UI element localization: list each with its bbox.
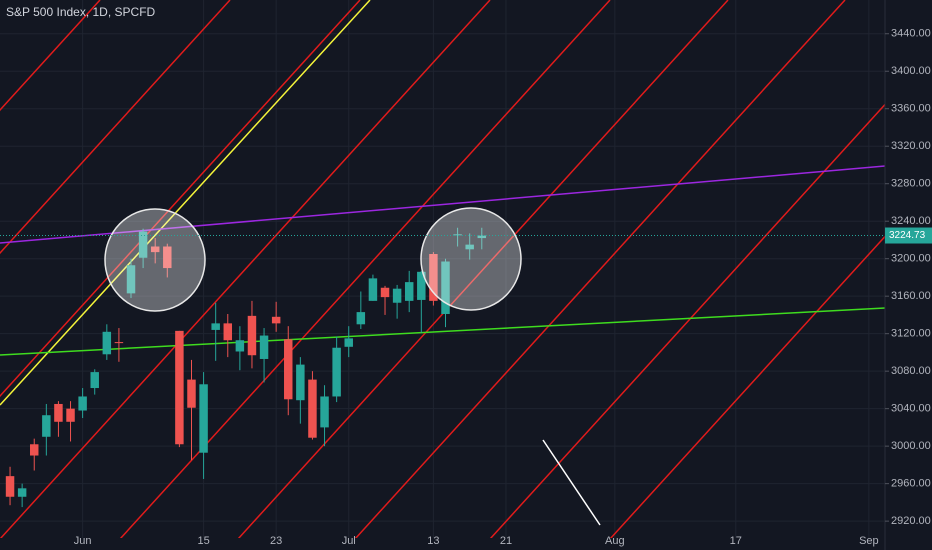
candle-body [344, 338, 353, 347]
y-tick-label: 3040.00 [891, 403, 931, 415]
candle-body [380, 287, 390, 298]
red-line [609, 235, 885, 538]
candle-body [235, 340, 245, 352]
y-tick-label: 3360.00 [891, 103, 931, 115]
candle-body [114, 342, 124, 344]
candle-body [66, 408, 75, 422]
highlight-circle [420, 207, 522, 311]
candle-body [332, 347, 341, 397]
y-tick-label: 3240.00 [891, 215, 931, 227]
y-tick-label: 3080.00 [891, 365, 931, 377]
axes: 2920.00 2960.00 3000.00 3040.00 3080.00 3120.… [0, 28, 932, 547]
x-tick-label: 15 [197, 535, 209, 547]
red-line [0, 0, 491, 538]
candle-body [150, 246, 160, 253]
candle-body [368, 278, 378, 301]
candle-body [441, 261, 450, 314]
candle-body [477, 235, 487, 239]
candle-body [199, 384, 208, 453]
x-tick-label: Sep [859, 535, 879, 547]
x-tick-label: 17 [730, 535, 742, 547]
candle-body [320, 396, 329, 428]
candle-body [54, 403, 63, 422]
candle-body [42, 415, 51, 437]
red-line [0, 0, 101, 112]
candle-body [465, 244, 474, 250]
candle-body [163, 246, 172, 269]
purple-line [0, 165, 885, 244]
x-tick-label: Jun [74, 535, 92, 547]
red-line [119, 0, 611, 538]
candle-body [417, 271, 426, 300]
candle-body [429, 254, 438, 301]
green-line [0, 307, 885, 356]
red-line [0, 0, 361, 398]
candle-body [284, 339, 293, 400]
highlight-circle [104, 208, 206, 312]
white-line [542, 439, 601, 526]
y-tick-label: 3320.00 [891, 140, 931, 152]
red-line [0, 0, 231, 255]
red-line [237, 0, 729, 538]
red-line [489, 103, 885, 538]
candle-body [392, 288, 402, 303]
candle-body [78, 396, 87, 411]
x-tick-label: 21 [500, 535, 512, 547]
candles [5, 227, 487, 508]
candle-body [187, 379, 196, 408]
candle-body [30, 444, 39, 456]
y-tick-label: 3440.00 [891, 28, 931, 40]
candle-body [308, 379, 317, 438]
candle-body [296, 364, 305, 401]
candle-body [90, 372, 99, 389]
candle-body [404, 282, 414, 301]
x-tick-label: Aug [605, 535, 625, 547]
y-tick-label: 3160.00 [891, 290, 931, 302]
grid [0, 0, 885, 538]
candle-body [211, 323, 220, 330]
candle-body [271, 316, 281, 324]
candle-body [247, 315, 257, 356]
candle-body [175, 330, 184, 445]
y-tick-label: 3280.00 [891, 178, 931, 190]
x-tick-label: Jul [342, 535, 356, 547]
y-tick-label: 2960.00 [891, 478, 931, 490]
last-price-label: 3224.73 [889, 230, 926, 241]
candle-body [356, 312, 366, 325]
y-tick-label: 2920.00 [891, 515, 931, 527]
x-tick-label: 13 [427, 535, 439, 547]
chart-title: S&P 500 Index, 1D, SPCFD [6, 5, 156, 19]
candle-body [5, 476, 15, 497]
y-tick-label: 3120.00 [891, 328, 931, 340]
candle-body [259, 335, 269, 359]
candle-body [17, 488, 27, 497]
candle-body [102, 331, 112, 355]
candle-body [453, 234, 462, 236]
y-tick-label: 3200.00 [891, 253, 931, 265]
red-line [354, 0, 846, 538]
last-price-box [885, 227, 932, 244]
candle-body [223, 323, 233, 341]
yellow-line [0, 0, 371, 406]
candle-body [126, 265, 136, 294]
x-tick-label: 23 [270, 535, 282, 547]
y-tick-label: 3000.00 [891, 440, 931, 452]
candle-body [138, 231, 148, 258]
y-tick-label: 3400.00 [891, 65, 931, 77]
